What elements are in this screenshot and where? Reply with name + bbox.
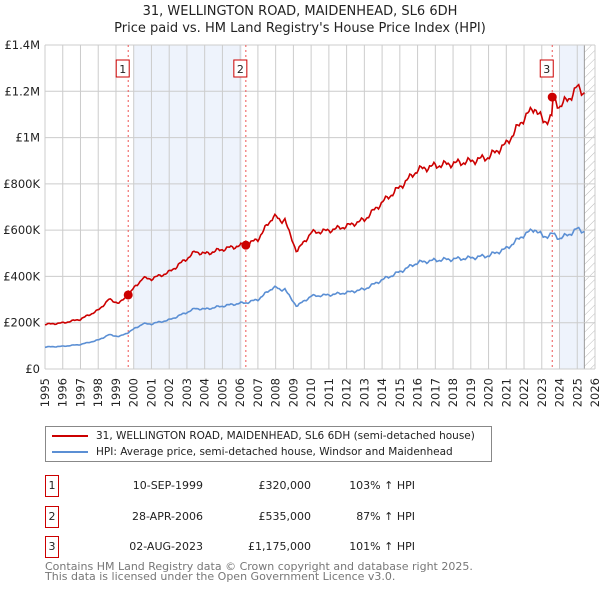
y-tick-label: £400K [3,269,40,283]
hpi-line [44,226,585,349]
sale-hpi-diff: 101% ↑ HPI [349,540,415,553]
footer-copyright: Contains HM Land Registry data © Crown c… [45,560,473,573]
x-tick-label: 1998 [91,378,105,407]
legend-item-hpi: HPI: Average price, semi-detached house,… [52,444,453,460]
y-tick-label: £1.2M [4,84,40,98]
footer-licence: This data is licensed under the Open Gov… [45,570,396,583]
y-tick-label: £1M [15,131,40,145]
sale-date: 10-SEP-1999 [132,479,203,492]
x-tick-label: 2001 [144,378,158,407]
legend-label-hpi: HPI: Average price, semi-detached house,… [96,446,453,458]
x-tick-label: 2004 [198,378,212,407]
legend-swatch-blue [52,451,88,453]
y-tick-label: £0 [25,362,40,376]
x-tick-label: 1997 [73,378,87,407]
x-tick-label: 2020 [482,378,496,407]
legend: 31, WELLINGTON ROAD, MAIDENHEAD, SL6 6DH… [45,426,492,462]
y-tick-label: £600K [3,223,40,237]
x-tick-label: 1996 [56,378,70,407]
sale-date: 28-APR-2006 [131,510,203,523]
x-tick-label: 2010 [304,378,318,407]
x-tick-label: 1995 [38,378,52,407]
x-tick-label: 2025 [570,378,584,407]
sale-point [123,290,133,300]
sale-label: 2 [237,63,244,76]
chart-title: 31, WELLINGTON ROAD, MAIDENHEAD, SL6 6DH [142,4,458,19]
x-tick-label: 2015 [393,378,407,407]
sale-price: £320,000 [258,479,312,492]
legend-item-property: 31, WELLINGTON ROAD, MAIDENHEAD, SL6 6DH… [52,428,475,444]
shaded-period [133,45,242,369]
x-tick-label: 2018 [446,378,460,407]
x-tick-label: 2005 [215,378,229,407]
x-tick-label: 2006 [233,378,247,407]
x-tick-label: 2000 [127,378,141,407]
sale-point [547,92,557,102]
x-tick-label: 2002 [162,378,176,407]
x-tick-label: 2012 [340,378,354,407]
sale-price: £535,000 [258,510,312,523]
sale-price: £1,175,000 [248,540,311,553]
y-tick-label: £800K [3,177,40,191]
sale-label: 3 [543,63,550,76]
sale-label-box [115,59,130,78]
forecast-hatch [584,45,595,369]
x-tick-label: 2024 [553,378,567,407]
x-tick-label: 2003 [180,378,194,407]
sale-hpi-diff: 87% ↑ HPI [356,510,415,523]
x-tick-label: 2013 [357,378,371,407]
legend-swatch-red [52,435,88,437]
chart-subtitle: Price paid vs. HM Land Registry's House … [114,21,486,36]
sale-label-box [539,59,554,78]
x-tick-label: 2022 [517,378,531,407]
x-tick-label: 1999 [109,378,123,407]
sale-number-badge: 2 [45,506,59,528]
sale-number-badge: 1 [45,475,59,497]
x-tick-label: 2021 [499,378,513,407]
sale-label: 1 [119,63,126,76]
x-tick-label: 2008 [269,378,283,407]
sale-number-badge: 3 [45,536,59,558]
x-tick-label: 2011 [322,378,336,407]
sale-date: 02-AUG-2023 [129,540,203,553]
x-tick-label: 2023 [535,378,549,407]
x-tick-label: 2016 [411,378,425,407]
sale-label-box [233,59,248,78]
property-price-line [44,83,585,326]
y-tick-label: £1.4M [4,38,40,52]
y-tick-label: £200K [3,316,40,330]
x-tick-label: 2026 [588,378,600,407]
sale-point [241,240,251,250]
x-tick-label: 2009 [286,378,300,407]
x-tick-label: 2014 [375,378,389,407]
x-tick-label: 2007 [251,378,265,407]
legend-label-property: 31, WELLINGTON ROAD, MAIDENHEAD, SL6 6DH… [96,430,475,442]
sale-hpi-diff: 103% ↑ HPI [349,479,415,492]
x-tick-label: 2019 [464,378,478,407]
x-tick-label: 2017 [428,378,442,407]
